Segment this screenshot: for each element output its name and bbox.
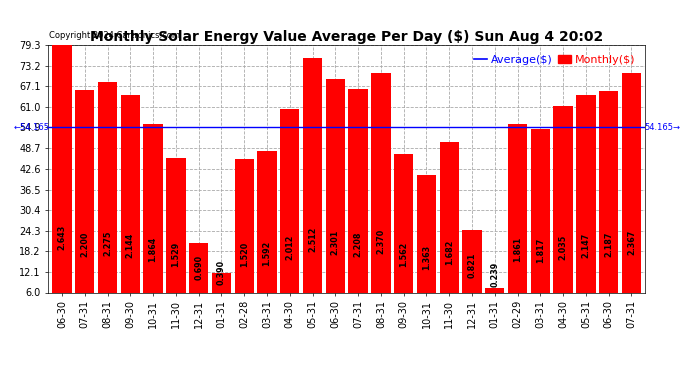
Bar	[576, 95, 595, 292]
Bar	[280, 109, 299, 292]
Bar	[303, 58, 322, 292]
Title: Monthly Solar Energy Value Average Per Day ($) Sun Aug 4 20:02: Monthly Solar Energy Value Average Per D…	[90, 30, 603, 44]
Text: 2.035: 2.035	[559, 234, 568, 260]
Bar	[348, 89, 368, 292]
Bar	[75, 90, 95, 292]
Text: 1.520: 1.520	[239, 242, 248, 267]
Text: 2.200: 2.200	[80, 232, 89, 257]
Bar	[531, 129, 550, 292]
Bar	[98, 82, 117, 292]
Bar	[622, 73, 641, 292]
Text: 54.165→: 54.165→	[644, 123, 680, 132]
Text: 2.275: 2.275	[103, 231, 112, 256]
Bar	[508, 124, 527, 292]
Text: 1.861: 1.861	[513, 237, 522, 262]
Bar	[189, 243, 208, 292]
Bar	[394, 154, 413, 292]
Bar	[485, 288, 504, 292]
Text: 0.821: 0.821	[468, 253, 477, 278]
Text: 0.390: 0.390	[217, 260, 226, 285]
Bar	[144, 124, 163, 292]
Text: 1.817: 1.817	[536, 238, 545, 263]
Text: 2.208: 2.208	[353, 231, 363, 257]
Text: 1.592: 1.592	[262, 241, 271, 266]
Bar	[440, 142, 459, 292]
Bar	[212, 273, 231, 292]
Text: 1.682: 1.682	[445, 240, 454, 265]
Text: 0.239: 0.239	[491, 262, 500, 287]
Bar	[52, 45, 72, 292]
Text: 1.864: 1.864	[148, 237, 157, 262]
Text: 2.370: 2.370	[377, 229, 386, 255]
Bar	[235, 159, 254, 292]
Bar	[371, 73, 391, 292]
Text: 2.144: 2.144	[126, 232, 135, 258]
Bar	[166, 158, 186, 292]
Text: 1.363: 1.363	[422, 244, 431, 270]
Text: 2.012: 2.012	[285, 234, 294, 260]
Bar	[121, 95, 140, 292]
Text: 2.147: 2.147	[582, 232, 591, 258]
Bar	[553, 106, 573, 292]
Text: 1.529: 1.529	[171, 242, 180, 267]
Legend: Average($), Monthly($): Average($), Monthly($)	[470, 51, 640, 69]
Text: 0.690: 0.690	[194, 255, 203, 280]
Bar	[257, 152, 277, 292]
Text: ←54.165: ←54.165	[13, 123, 50, 132]
Text: 2.301: 2.301	[331, 230, 340, 255]
Text: 2.367: 2.367	[627, 229, 636, 255]
Text: Copyright 2024 Cartronics.com: Copyright 2024 Cartronics.com	[50, 31, 181, 40]
Text: 2.187: 2.187	[604, 232, 613, 257]
Text: 2.643: 2.643	[57, 225, 66, 250]
Bar	[417, 175, 436, 292]
Bar	[599, 91, 618, 292]
Bar	[462, 230, 482, 292]
Text: 1.562: 1.562	[400, 242, 408, 267]
Text: 2.512: 2.512	[308, 227, 317, 252]
Bar	[326, 80, 345, 292]
